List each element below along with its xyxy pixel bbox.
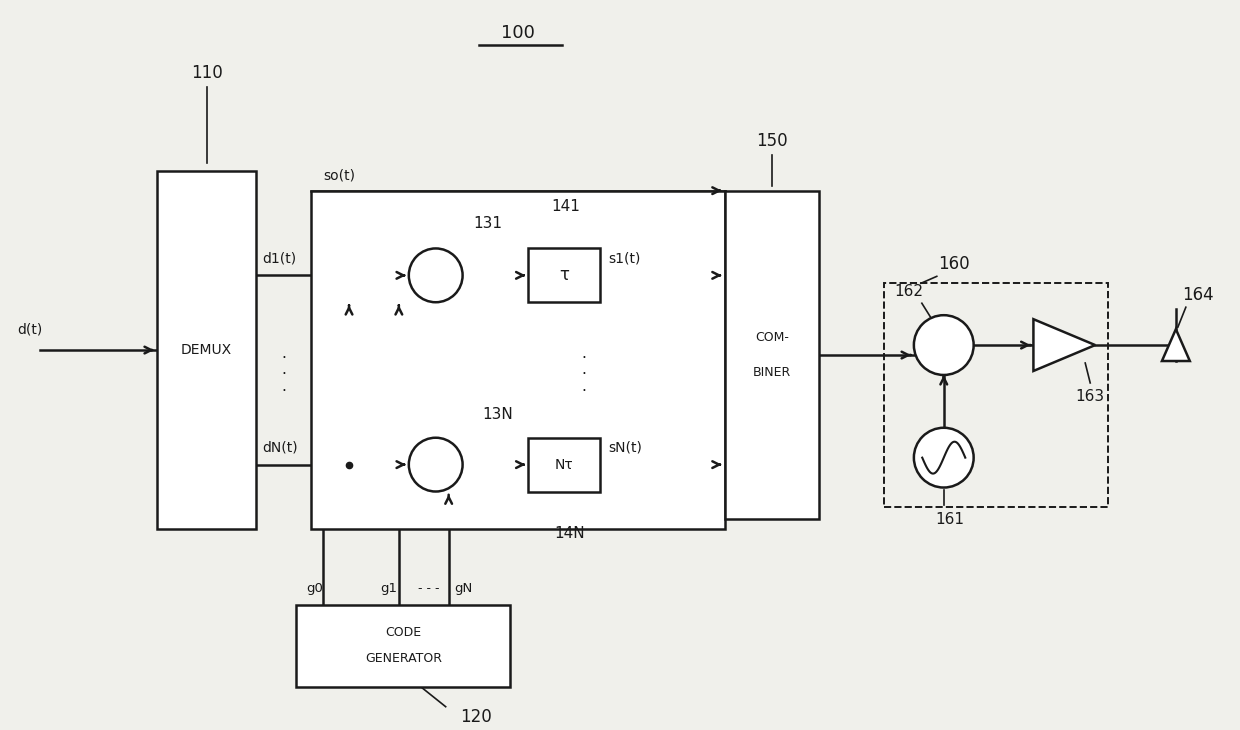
Text: 162: 162	[894, 284, 924, 299]
Text: sN(t): sN(t)	[608, 441, 642, 455]
Text: 141: 141	[552, 199, 580, 214]
Polygon shape	[1033, 319, 1095, 371]
Bar	[884, 283, 1109, 507]
Circle shape	[409, 248, 463, 302]
Bar	[528, 438, 600, 491]
Text: d(t): d(t)	[17, 322, 43, 336]
Polygon shape	[1162, 329, 1190, 361]
Text: - - -: - - -	[418, 582, 439, 595]
Bar	[296, 605, 511, 687]
Circle shape	[914, 428, 973, 488]
Text: dN(t): dN(t)	[263, 441, 298, 455]
Text: .
.
.: . . .	[281, 346, 286, 393]
Text: BINER: BINER	[753, 366, 791, 380]
Bar	[156, 171, 257, 529]
Text: 163: 163	[1075, 389, 1105, 404]
Text: 100: 100	[501, 24, 536, 42]
Text: 120: 120	[460, 707, 491, 726]
Text: GENERATOR: GENERATOR	[365, 653, 441, 665]
Text: 150: 150	[756, 132, 787, 150]
Text: gN: gN	[455, 582, 472, 595]
Text: COM-: COM-	[755, 331, 789, 344]
Bar	[528, 248, 600, 302]
Text: CODE: CODE	[386, 626, 422, 639]
Text: .
.
.: . . .	[582, 346, 587, 393]
Text: 110: 110	[191, 64, 222, 82]
Text: τ: τ	[559, 266, 569, 285]
Text: 131: 131	[472, 216, 502, 231]
Text: 160: 160	[937, 255, 970, 273]
Text: Nτ: Nτ	[556, 458, 574, 472]
Bar	[724, 191, 820, 520]
Text: DEMUX: DEMUX	[181, 343, 232, 357]
Text: d1(t): d1(t)	[263, 251, 296, 266]
Text: 14N: 14N	[554, 526, 584, 541]
Bar	[311, 191, 724, 529]
Text: s1(t): s1(t)	[608, 251, 640, 266]
Circle shape	[914, 315, 973, 375]
Text: so(t): so(t)	[324, 169, 355, 182]
Text: 161: 161	[935, 512, 965, 527]
Text: 13N: 13N	[482, 407, 513, 423]
Text: g1: g1	[381, 582, 397, 595]
Text: g0: g0	[306, 582, 324, 595]
Text: 164: 164	[1182, 286, 1214, 304]
Circle shape	[409, 438, 463, 491]
